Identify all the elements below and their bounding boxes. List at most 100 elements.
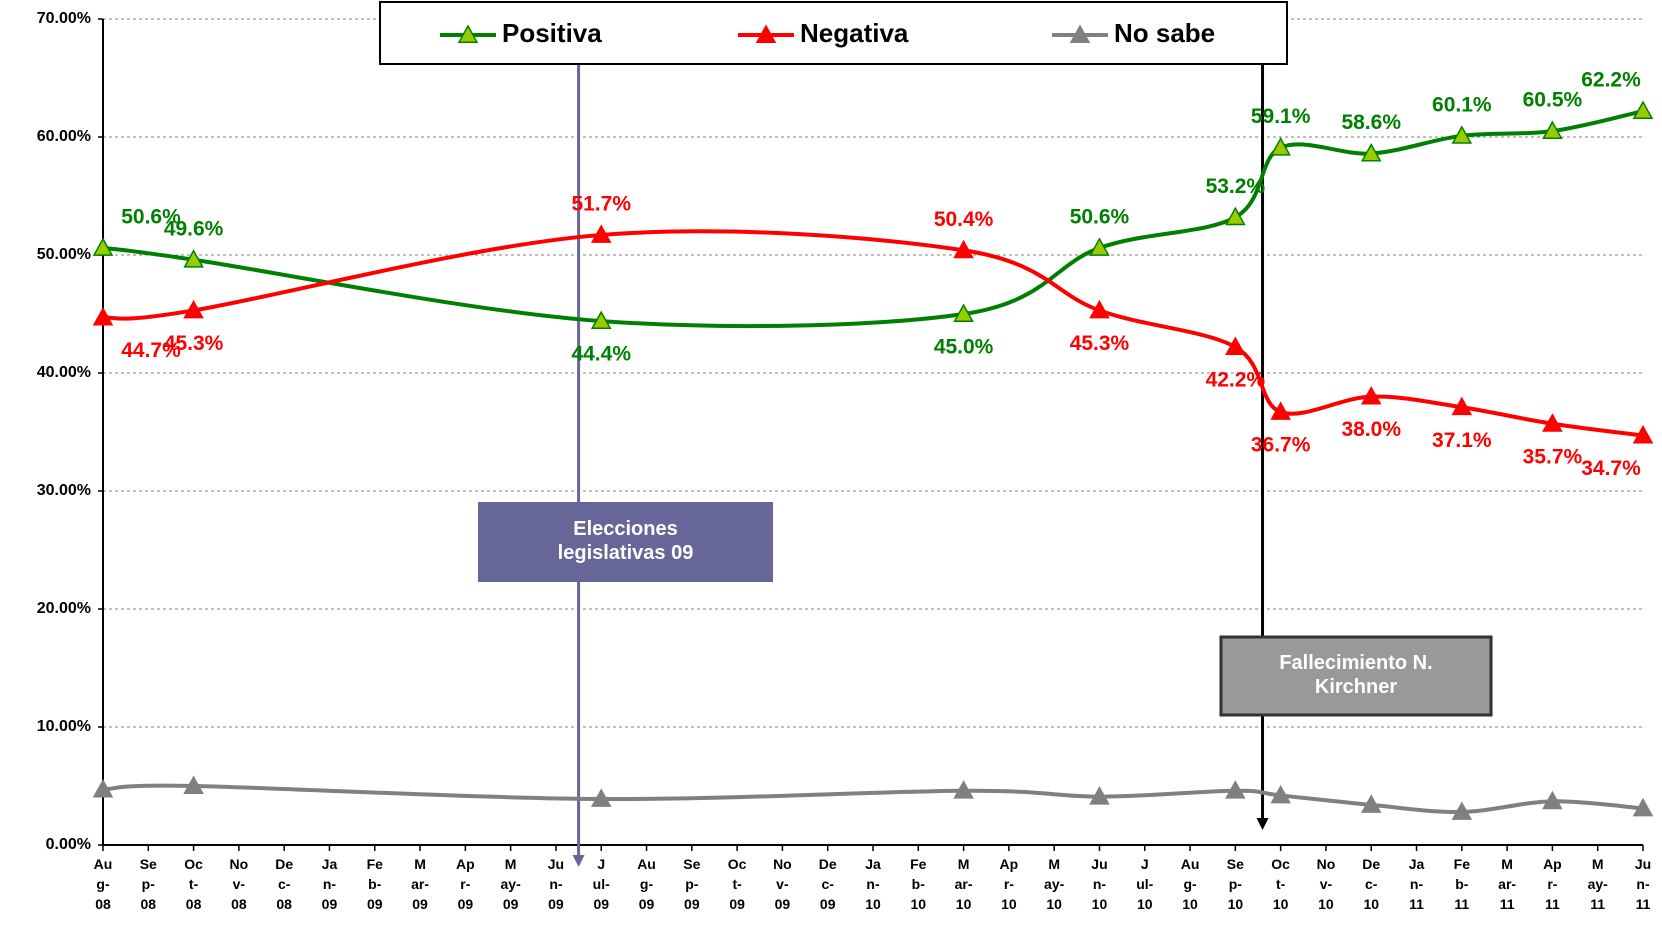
x-tick-label: Ju n-10 bbox=[1091, 856, 1107, 912]
x-tick-label: Se p-10 bbox=[1227, 856, 1244, 912]
marker bbox=[1632, 797, 1654, 817]
marker bbox=[183, 249, 204, 268]
marker bbox=[1542, 120, 1563, 140]
x-tick-label: Fe b-11 bbox=[1454, 856, 1471, 912]
value-label: 45.3% bbox=[1070, 332, 1130, 355]
value-label: 60.5% bbox=[1523, 89, 1583, 112]
marker bbox=[92, 237, 114, 256]
marker bbox=[1089, 786, 1110, 805]
legend-marker bbox=[755, 24, 777, 43]
annotation-box bbox=[1219, 635, 1493, 717]
value-label: 49.6% bbox=[164, 217, 224, 240]
marker bbox=[1225, 336, 1246, 355]
x-tick-label: No v-09 bbox=[773, 856, 792, 912]
marker bbox=[1360, 386, 1382, 405]
x-tick-label: Se p-09 bbox=[683, 856, 700, 912]
legend-label: Positiva bbox=[502, 18, 602, 48]
x-tick-label: Ja n-09 bbox=[322, 856, 338, 912]
value-label: 50.6% bbox=[1070, 205, 1130, 228]
x-tick-label: Fe b-09 bbox=[367, 856, 384, 912]
x-tick-label: De c-08 bbox=[275, 856, 293, 912]
y-tick-label: 20.00% bbox=[37, 600, 91, 617]
annotation-arrow bbox=[572, 855, 585, 867]
x-tick-label: Oc t-08 bbox=[184, 856, 203, 912]
marker bbox=[1225, 780, 1246, 799]
marker bbox=[953, 239, 974, 259]
marker bbox=[1270, 401, 1291, 420]
y-tick-label: 10.00% bbox=[37, 718, 91, 735]
x-tick-label: Ap r-11 bbox=[1543, 856, 1562, 912]
marker bbox=[92, 306, 114, 326]
marker bbox=[1542, 790, 1563, 810]
marker bbox=[953, 780, 974, 799]
y-tick-label: 40.00% bbox=[37, 364, 91, 381]
marker bbox=[183, 775, 204, 794]
marker bbox=[590, 310, 612, 330]
marker bbox=[1632, 100, 1654, 119]
value-label: 45.0% bbox=[934, 336, 994, 359]
x-tick-label: Fe b-10 bbox=[910, 856, 927, 912]
value-label: 62.2% bbox=[1581, 69, 1641, 92]
value-label: 50.6% bbox=[121, 205, 181, 228]
marker bbox=[1451, 396, 1473, 416]
marker bbox=[590, 224, 612, 243]
value-label: 50.4% bbox=[934, 208, 994, 231]
x-tick-label: Oc t-10 bbox=[1271, 856, 1290, 912]
x-tick-label: Au g-09 bbox=[637, 856, 656, 912]
x-tick-label: Se p-08 bbox=[140, 856, 157, 912]
marker bbox=[1270, 137, 1291, 156]
value-label: 45.3% bbox=[164, 332, 224, 355]
x-tick-label: Ju n-09 bbox=[548, 856, 564, 912]
marker bbox=[1089, 299, 1110, 319]
legend-box bbox=[379, 1, 1288, 65]
x-tick-label: De c-09 bbox=[819, 856, 837, 912]
x-tick-label: Ju n-11 bbox=[1635, 856, 1651, 912]
value-label: 58.6% bbox=[1341, 111, 1401, 134]
marker bbox=[1360, 794, 1382, 813]
legend-marker bbox=[1069, 24, 1091, 43]
value-label: 42.2% bbox=[1206, 369, 1266, 392]
legend-label: No sabe bbox=[1114, 18, 1215, 48]
marker bbox=[92, 778, 114, 798]
legend-marker bbox=[457, 24, 479, 43]
value-label: 35.7% bbox=[1523, 445, 1583, 468]
series-line bbox=[102, 109, 1644, 329]
marker bbox=[1632, 424, 1654, 444]
y-tick-label: 70.00% bbox=[37, 10, 91, 27]
marker bbox=[1270, 784, 1291, 804]
annotation-arrow bbox=[1256, 818, 1269, 830]
marker bbox=[953, 303, 974, 322]
x-tick-label: Ja n-11 bbox=[1409, 856, 1425, 912]
series-line bbox=[102, 229, 1644, 438]
value-label: 53.2% bbox=[1206, 175, 1266, 198]
marker bbox=[1225, 206, 1246, 226]
y-tick-label: 50.00% bbox=[37, 246, 91, 263]
value-label: 51.7% bbox=[571, 192, 631, 215]
annotation-text: Elecciones legislativas 09 bbox=[558, 518, 694, 564]
marker bbox=[590, 788, 612, 807]
y-tick-label: 60.00% bbox=[37, 128, 91, 145]
annotation-text: Fallecimiento N. Kirchner bbox=[1279, 652, 1432, 698]
value-label: 37.1% bbox=[1432, 429, 1492, 452]
series-line bbox=[102, 783, 1644, 814]
legend-label: Negativa bbox=[800, 18, 909, 48]
y-tick-label: 0.00% bbox=[46, 836, 91, 853]
x-tick-label: No v-08 bbox=[230, 856, 249, 912]
marker bbox=[1360, 142, 1382, 162]
marker bbox=[183, 299, 204, 319]
x-tick-label: No v-10 bbox=[1317, 856, 1336, 912]
marker bbox=[1089, 237, 1110, 256]
y-tick-label: 30.00% bbox=[37, 482, 91, 499]
x-tick-label: Ap r-09 bbox=[456, 856, 475, 912]
value-label: 34.7% bbox=[1581, 457, 1641, 480]
x-tick-label: Au g-10 bbox=[1181, 856, 1200, 912]
value-label: 38.0% bbox=[1341, 418, 1401, 441]
